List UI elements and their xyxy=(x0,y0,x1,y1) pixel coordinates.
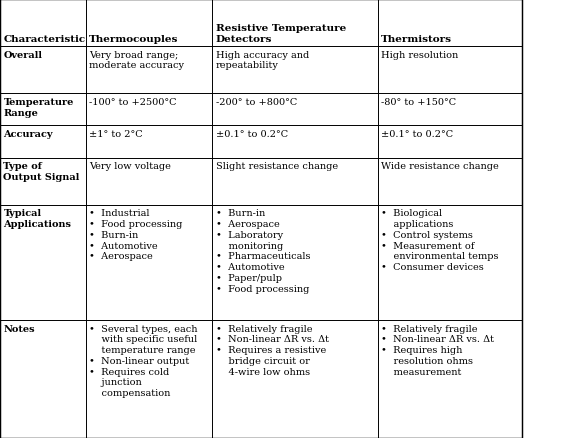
Text: Notes: Notes xyxy=(3,324,35,333)
Text: •  Several types, each
    with specific useful
    temperature range
•  Non-lin: • Several types, each with specific usef… xyxy=(89,324,198,397)
Text: Thermistors: Thermistors xyxy=(381,35,452,43)
Text: Temperature
Range: Temperature Range xyxy=(3,98,74,117)
Text: Characteristic: Characteristic xyxy=(3,35,86,43)
Text: Wide resistance change: Wide resistance change xyxy=(381,162,499,171)
Text: -80° to +150°C: -80° to +150°C xyxy=(381,98,456,106)
Text: Overall: Overall xyxy=(3,50,42,60)
Text: ±1° to 2°C: ±1° to 2°C xyxy=(89,129,143,138)
Text: Accuracy: Accuracy xyxy=(3,129,53,138)
Text: High resolution: High resolution xyxy=(381,50,458,60)
Text: Very low voltage: Very low voltage xyxy=(89,162,171,171)
Text: Typical
Applications: Typical Applications xyxy=(3,209,71,229)
Text: •  Biological
    applications
•  Control systems
•  Measurement of
    environm: • Biological applications • Control syst… xyxy=(381,209,499,272)
Text: High accuracy and
repeatability: High accuracy and repeatability xyxy=(216,50,309,70)
Text: Thermocouples: Thermocouples xyxy=(89,35,179,43)
Text: •  Relatively fragile
•  Non-linear ΔR vs. Δt
•  Requires high
    resolution oh: • Relatively fragile • Non-linear ΔR vs.… xyxy=(381,324,494,376)
Text: -100° to +2500°C: -100° to +2500°C xyxy=(89,98,177,106)
Text: ±0.1° to 0.2°C: ±0.1° to 0.2°C xyxy=(381,129,453,138)
Text: Very broad range;
moderate accuracy: Very broad range; moderate accuracy xyxy=(89,50,184,70)
Text: Type of
Output Signal: Type of Output Signal xyxy=(3,162,80,182)
Text: Resistive Temperature
Detectors: Resistive Temperature Detectors xyxy=(216,24,346,43)
Text: •  Burn-in
•  Aerospace
•  Laboratory
    monitoring
•  Pharmaceuticals
•  Autom: • Burn-in • Aerospace • Laboratory monit… xyxy=(216,209,310,293)
Text: ±0.1° to 0.2°C: ±0.1° to 0.2°C xyxy=(216,129,288,138)
Text: •  Relatively fragile
•  Non-linear ΔR vs. Δt
•  Requires a resistive
    bridge: • Relatively fragile • Non-linear ΔR vs.… xyxy=(216,324,329,376)
Text: -200° to +800°C: -200° to +800°C xyxy=(216,98,297,106)
Text: •  Industrial
•  Food processing
•  Burn-in
•  Automotive
•  Aerospace: • Industrial • Food processing • Burn-in… xyxy=(89,209,183,261)
Text: Slight resistance change: Slight resistance change xyxy=(216,162,338,171)
